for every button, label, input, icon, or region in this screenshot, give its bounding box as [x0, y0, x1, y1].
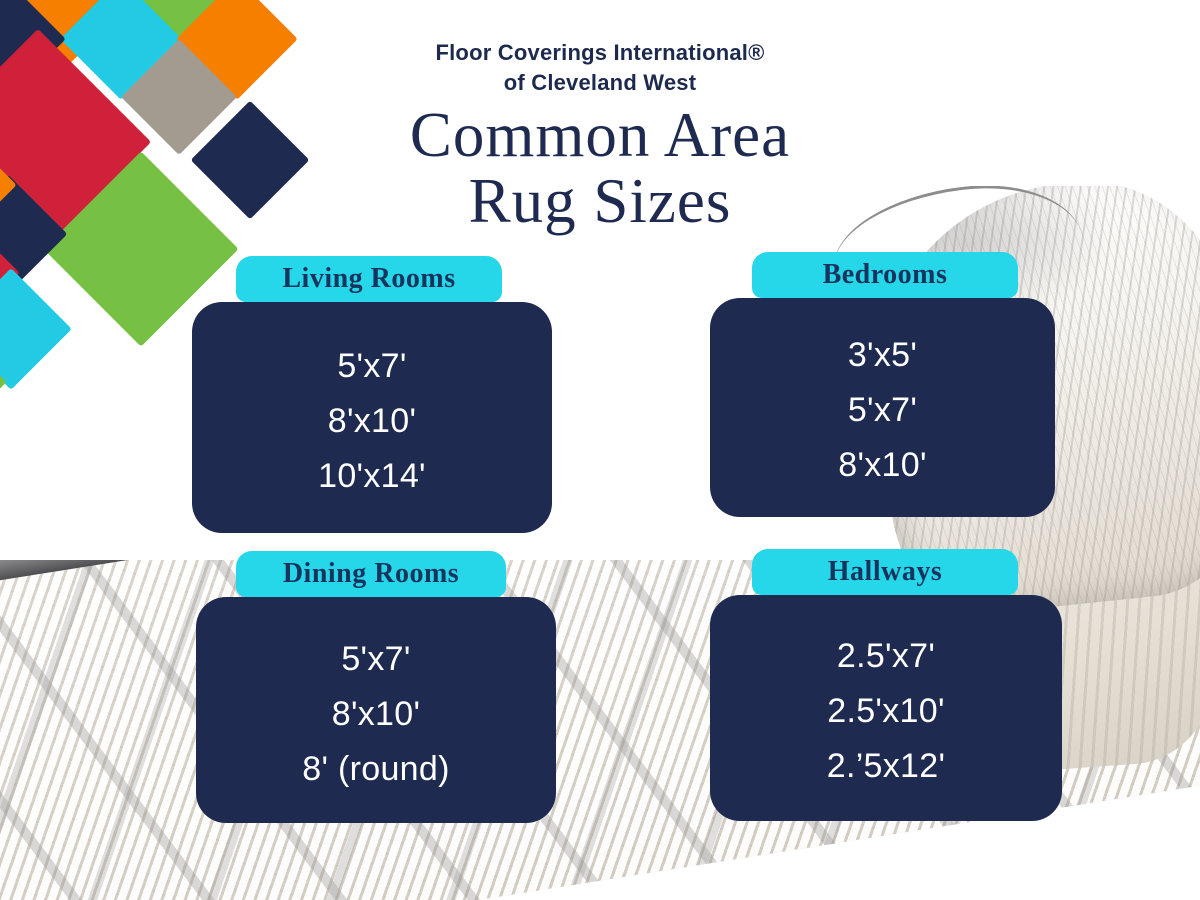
size-value: 8'x10' — [838, 446, 927, 484]
card-header-hallways: Hallways — [752, 549, 1018, 595]
card-header-living-rooms: Living Rooms — [236, 256, 502, 302]
size-value: 2.’5x12' — [826, 746, 946, 785]
card-body-hallways: 2.5'x7' 2.5'x10' 2.’5x12' — [710, 595, 1062, 821]
size-value: 2.5'x7' — [836, 636, 936, 675]
card-body-dining-rooms: 5'x7' 8'x10' 8' (round) — [196, 597, 556, 823]
size-value: 5'x7' — [847, 391, 918, 429]
size-value: 8'x10' — [327, 402, 417, 440]
size-value: 8' (round) — [302, 749, 450, 788]
page-title: Common Area Rug Sizes — [250, 102, 950, 234]
size-value: 10'x14' — [318, 457, 426, 495]
diamond-shape — [0, 268, 72, 390]
brand-location: of Cleveland West — [503, 70, 697, 95]
size-value: 8'x10' — [331, 694, 421, 733]
size-value: 5'x7' — [337, 347, 407, 385]
page-title-line-1: Common Area — [409, 100, 791, 170]
card-header-bedrooms: Bedrooms — [752, 252, 1018, 298]
card-header-dining-rooms: Dining Rooms — [236, 551, 506, 597]
brand-block: Floor Coverings International® of Clevel… — [300, 38, 900, 98]
card-body-living-rooms: 5'x7' 8'x10' 10'x14' — [192, 302, 552, 533]
size-value: 5'x7' — [341, 639, 411, 678]
page-title-line-2: Rug Sizes — [468, 166, 732, 236]
card-body-bedrooms: 3'x5' 5'x7' 8'x10' — [710, 298, 1055, 517]
size-value: 2.5'x10' — [827, 691, 945, 730]
size-value: 3'x5' — [847, 336, 918, 374]
brand-name: Floor Coverings International® — [435, 40, 765, 65]
